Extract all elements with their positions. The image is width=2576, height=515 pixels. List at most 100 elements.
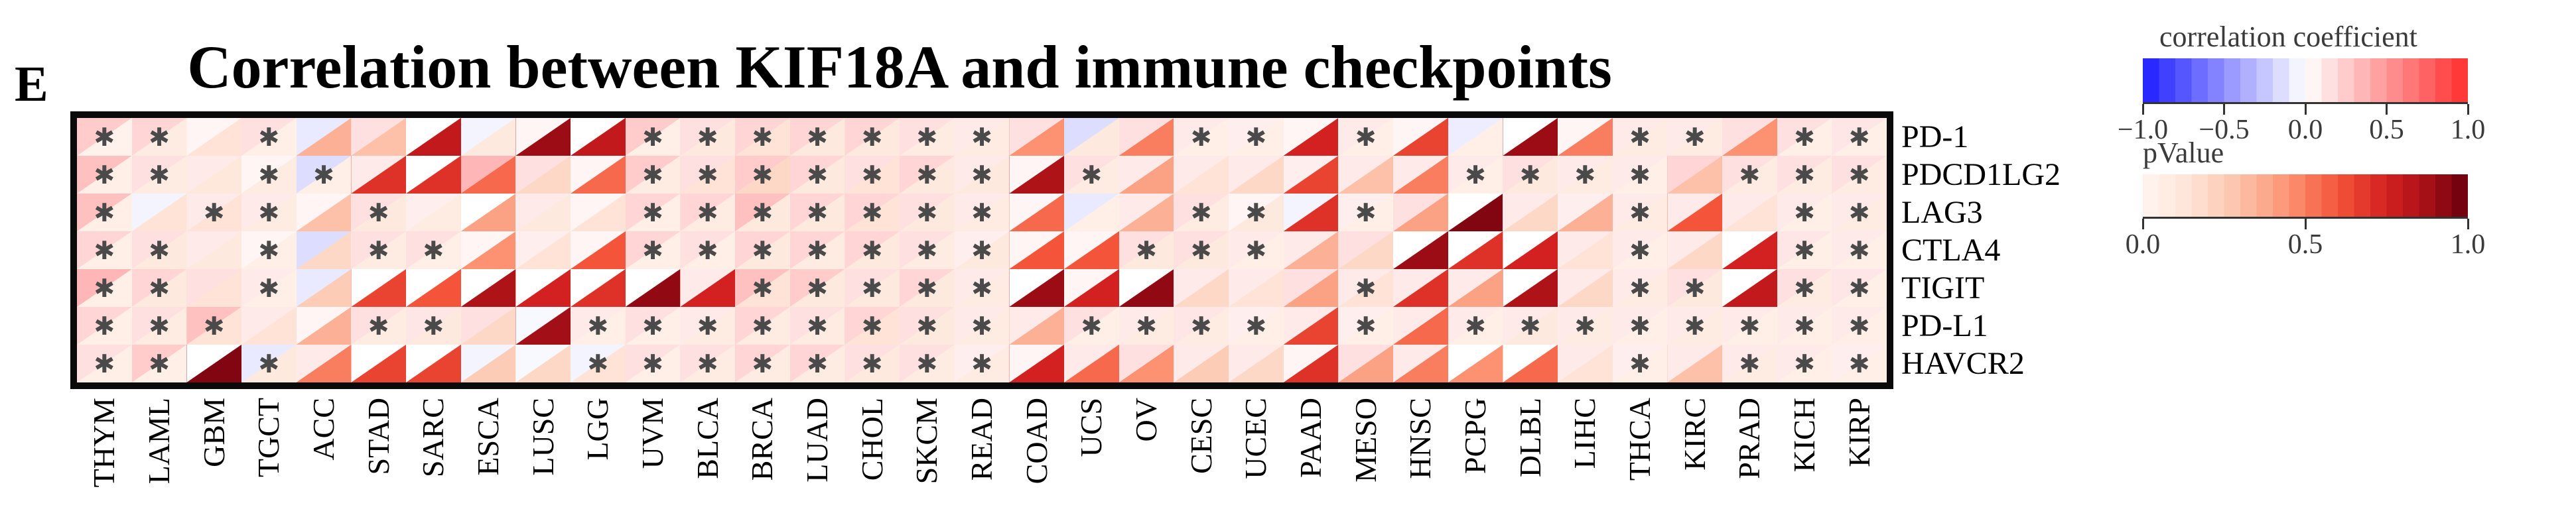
correlation-triangle — [405, 345, 461, 382]
colorbar-tick — [2141, 104, 2144, 115]
heatmap-cell: ✱ — [186, 307, 241, 345]
heatmap-cell: ✱ — [1448, 156, 1503, 194]
heatmap-cell — [296, 231, 352, 269]
row-label-havcr2: HAVCR2 — [1901, 346, 2025, 381]
correlation-triangle — [1448, 194, 1503, 231]
correlation-triangle — [1009, 307, 1064, 345]
heatmap-cell — [351, 118, 406, 156]
correlation-triangle — [1063, 194, 1119, 231]
column-label-thym: THYM — [87, 398, 121, 488]
heatmap-cell — [570, 231, 626, 269]
colorbar-tick-label: −1.0 — [2117, 115, 2169, 145]
heatmap-cell: ✱ — [570, 307, 626, 345]
correlation-triangle — [296, 307, 352, 345]
heatmap-cell — [131, 194, 187, 231]
significance-asterisk: ✱ — [807, 122, 828, 152]
heatmap-cell — [1063, 231, 1119, 269]
heatmap-cell: ✱ — [899, 269, 955, 307]
correlation-triangle — [1009, 194, 1064, 231]
heatmap-cell: ✱ — [1503, 307, 1558, 345]
correlation-triangle — [515, 307, 571, 345]
heatmap-cell: ✱ — [77, 345, 132, 382]
heatmap-cell — [296, 345, 352, 382]
column-label-tgct: TGCT — [251, 398, 286, 478]
correlation-triangle — [1174, 345, 1229, 382]
heatmap-cell — [1448, 231, 1503, 269]
heatmap-frame: ✱ ✱ ✱ ✱ ✱ ✱ ✱ ✱ ✱ ✱ ✱ ✱ ✱ ✱ ✱ ✱ ✱ ✱ ✱ ✱ ✱ ✱ ✱ ✱ ✱ ✱ ✱ ✱ ✱ ✱ ✱ ✱ ✱ ✱ ✱ ✱ ✱ ✱ ✱ ✱… — [70, 111, 1893, 389]
heatmap-cell: ✱ — [1667, 307, 1722, 345]
column-label-read: READ — [965, 398, 998, 481]
significance-asterisk: ✱ — [94, 273, 115, 303]
heatmap-cell — [241, 307, 297, 345]
column-label-coad: COAD — [1019, 398, 1053, 485]
heatmap-cell: ✱ — [186, 194, 241, 231]
heatmap-cell: ✱ — [899, 156, 955, 194]
column-label-kirc: KIRC — [1677, 398, 1712, 471]
heatmap-cell — [515, 194, 571, 231]
heatmap-cell: ✱ — [734, 194, 790, 231]
heatmap-cell: ✱ — [241, 231, 297, 269]
correlation-triangle — [1063, 231, 1119, 269]
significance-asterisk: ✱ — [971, 349, 992, 378]
significance-asterisk: ✱ — [807, 349, 828, 378]
heatmap-cell: ✱ — [131, 118, 187, 156]
significance-asterisk: ✱ — [1190, 122, 1212, 152]
heatmap-cell: ✱ — [954, 231, 1010, 269]
heatmap-cell — [1448, 269, 1503, 307]
significance-asterisk: ✱ — [1794, 311, 1815, 341]
significance-asterisk: ✱ — [697, 160, 718, 190]
correlation-triangle — [1557, 345, 1613, 382]
heatmap-cell: ✱ — [625, 156, 681, 194]
heatmap-cell — [1063, 345, 1119, 382]
heatmap-cell — [570, 194, 626, 231]
correlation-triangle — [1228, 269, 1284, 307]
correlation-triangle — [1722, 194, 1777, 231]
significance-asterisk: ✱ — [1245, 122, 1267, 152]
significance-asterisk: ✱ — [916, 273, 938, 303]
correlation-triangle — [515, 156, 571, 194]
heatmap-cell: ✱ — [1832, 345, 1887, 382]
colorbar-tick — [2467, 219, 2469, 229]
correlation-triangle — [1392, 307, 1448, 345]
heatmap-cell: ✱ — [734, 231, 790, 269]
heatmap-cell: ✱ — [351, 307, 406, 345]
correlation-triangle — [1119, 118, 1174, 156]
correlation-triangle — [570, 118, 626, 156]
heatmap-cell: ✱ — [845, 307, 900, 345]
heatmap-cell — [460, 156, 516, 194]
significance-asterisk: ✱ — [1629, 122, 1651, 152]
heatmap-cell — [1667, 345, 1722, 382]
significance-asterisk: ✱ — [1629, 235, 1651, 265]
heatmap-cell — [1063, 269, 1119, 307]
significance-asterisk: ✱ — [642, 122, 663, 152]
correlation-triangle — [405, 118, 461, 156]
heatmap-cell: ✱ — [241, 156, 297, 194]
heatmap-cell: ✱ — [734, 269, 790, 307]
correlation-triangle — [1557, 269, 1613, 307]
heatmap-cell — [460, 345, 516, 382]
significance-asterisk: ✱ — [1081, 311, 1103, 341]
heatmap-cell — [460, 307, 516, 345]
significance-asterisk: ✱ — [1848, 122, 1870, 152]
heatmap-cell — [1063, 194, 1119, 231]
correlation-triangle — [1557, 231, 1613, 269]
significance-asterisk: ✱ — [1848, 273, 1870, 303]
heatmap-cell — [1722, 269, 1777, 307]
significance-asterisk: ✱ — [587, 349, 609, 378]
heatmap-cell — [1283, 307, 1339, 345]
heatmap-cell: ✱ — [1228, 118, 1284, 156]
correlation-triangle — [460, 156, 516, 194]
significance-asterisk: ✱ — [423, 235, 444, 265]
significance-asterisk: ✱ — [1848, 311, 1870, 341]
row-label-ctla4: CTLA4 — [1901, 233, 2001, 268]
correlation-triangle — [1119, 269, 1174, 307]
colorbar-tick-label: 0.0 — [2125, 229, 2161, 260]
heatmap-cell — [1392, 194, 1448, 231]
column-label-esca: ESCA — [471, 398, 505, 476]
correlation-triangle — [1009, 156, 1064, 194]
heatmap-cell — [1722, 231, 1777, 269]
heatmap-cell: ✱ — [1832, 118, 1887, 156]
significance-asterisk: ✱ — [149, 235, 170, 265]
heatmap-cell — [296, 118, 352, 156]
